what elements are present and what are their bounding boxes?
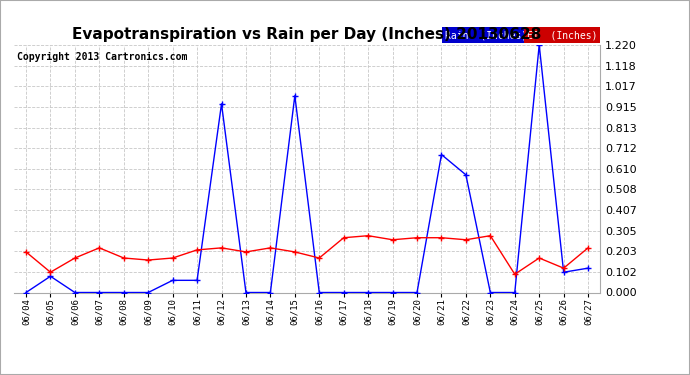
Title: Evapotranspiration vs Rain per Day (Inches) 20130628: Evapotranspiration vs Rain per Day (Inch…	[72, 27, 542, 42]
Text: Copyright 2013 Cartronics.com: Copyright 2013 Cartronics.com	[17, 53, 187, 63]
Text: ET  (Inches): ET (Inches)	[527, 30, 598, 40]
Text: Rain  (Inches): Rain (Inches)	[445, 30, 527, 40]
